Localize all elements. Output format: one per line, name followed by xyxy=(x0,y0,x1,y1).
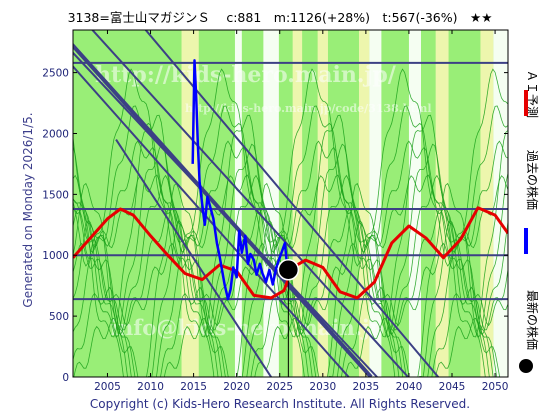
trend-line xyxy=(73,65,350,377)
plot-area: http://kids-hero.main.jp/http://kids-her… xyxy=(73,30,508,377)
axis-ticks: 2005 2010 2015 2020 2025 2030 2035 2040 2045 2050… xyxy=(42,30,508,393)
x-tick-label: 2015 xyxy=(180,381,207,393)
green-band-line xyxy=(73,317,501,377)
chart-title: 3138=富士山マガジンＳ c:881 m:1126(+28%) t:567(-… xyxy=(67,10,493,25)
x-tick-label: 2020 xyxy=(223,381,250,393)
legend-swatch-latest-price xyxy=(519,359,533,373)
y-tick-label: 1000 xyxy=(42,250,69,262)
green-band-line xyxy=(73,143,508,338)
y-tick-label: 0 xyxy=(62,372,69,384)
y-tick-label: 2500 xyxy=(42,68,69,80)
trend-line xyxy=(91,30,409,377)
legend-label-past-price: 過去の株価 xyxy=(525,150,540,210)
watermark-text: http://kids-hero.main.jp/ xyxy=(95,62,397,88)
green-band-line xyxy=(73,242,508,327)
x-tick-label: 2005 xyxy=(94,381,121,393)
y-tick-label: 500 xyxy=(49,311,69,323)
past-price-line xyxy=(191,59,289,301)
y-tick-label: 1500 xyxy=(42,189,69,201)
plot-frame xyxy=(72,29,509,378)
trend-line xyxy=(73,51,378,377)
x-tick-label: 2045 xyxy=(439,381,466,393)
trend-line xyxy=(115,139,272,377)
background-band xyxy=(408,30,421,377)
x-tick-label: 2050 xyxy=(482,381,509,393)
x-tick-label: 2010 xyxy=(137,381,164,393)
x-tick-label: 2035 xyxy=(353,381,380,393)
latest-price-marker xyxy=(277,258,300,281)
x-tick-label: 2030 xyxy=(309,381,336,393)
copyright-footer: Copyright (c) Kids-Hero Research Institu… xyxy=(89,397,471,411)
background-band xyxy=(493,30,508,377)
y-tick-label: 2000 xyxy=(42,128,69,140)
background-band xyxy=(358,30,370,377)
background-band xyxy=(234,30,242,377)
legend-label-latest-price: 最新の株価 xyxy=(525,290,540,350)
watermark-text: http://kids-hero.main.jp/code/3138.html xyxy=(185,102,432,115)
x-tick-label: 2025 xyxy=(266,381,293,393)
generated-date-text: Generated on Monday 2026/1/5. xyxy=(21,112,35,308)
trend-line xyxy=(144,30,439,377)
green-band-line xyxy=(73,182,486,377)
legend-label-ai-forecast: ＡＩ予測 xyxy=(525,70,539,118)
green-band-line xyxy=(73,174,508,336)
x-tick-label: 2040 xyxy=(396,381,423,393)
